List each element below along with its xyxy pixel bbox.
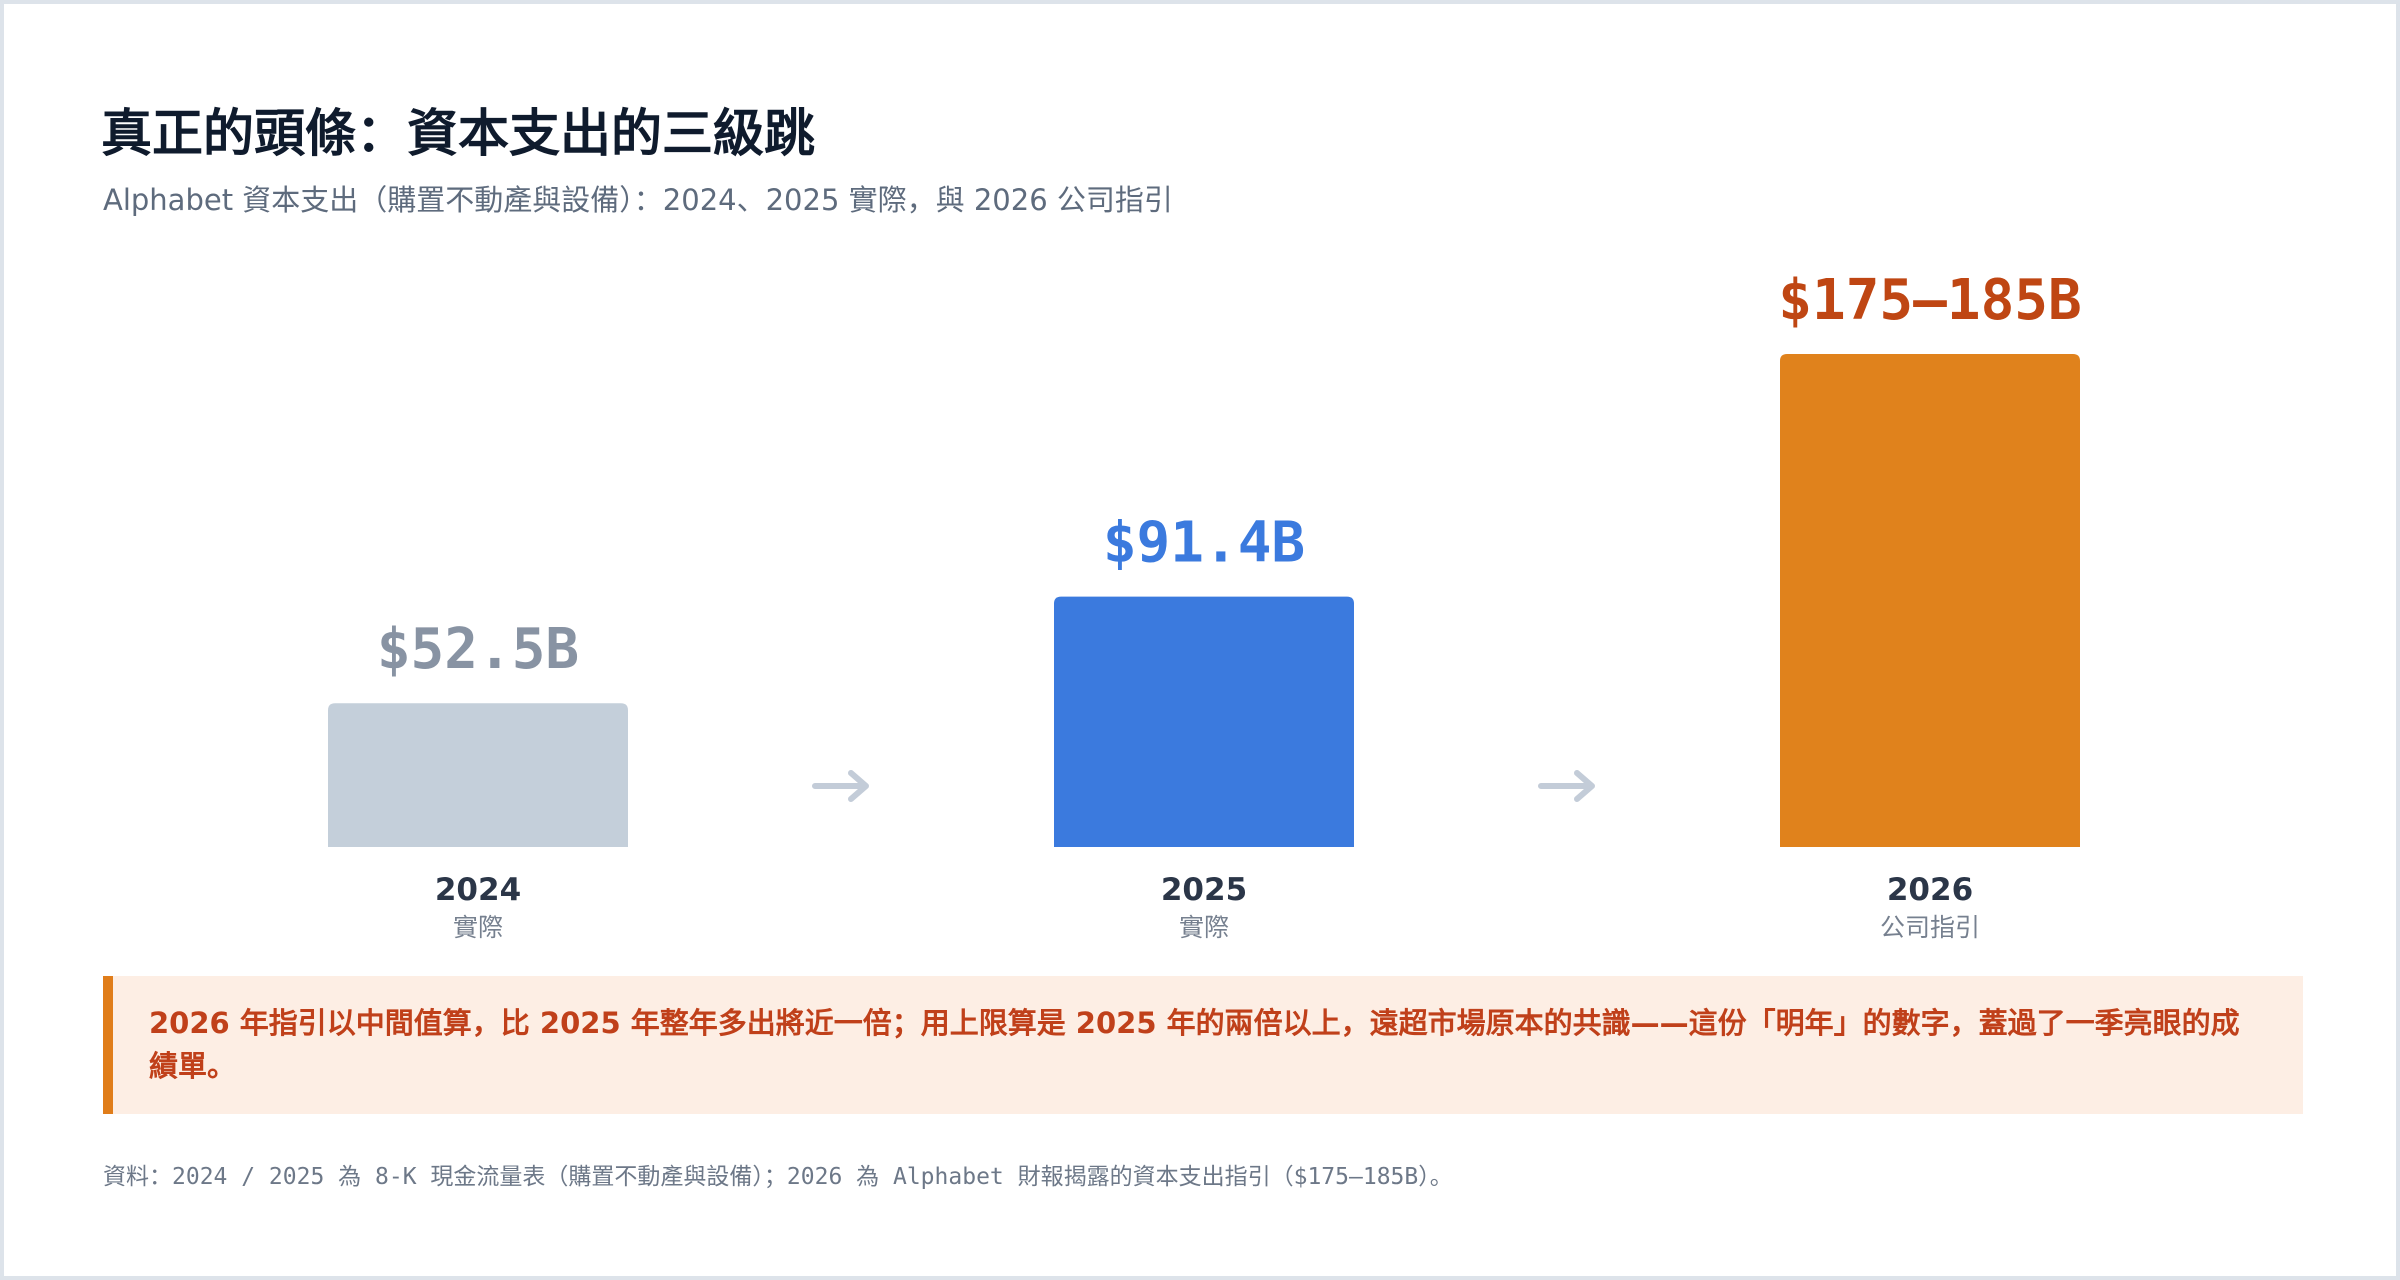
bar-2024 [328,703,628,847]
callout-text: 2026 年指引以中間值算，比 2025 年整年多出將近一倍；用上限算是 202… [149,1006,2240,1083]
callout-box: 2026 年指引以中間值算，比 2025 年整年多出將近一倍；用上限算是 202… [103,976,2303,1114]
source-footnote: 資料：2024 / 2025 為 8-K 現金流量表（購置不動產與設備）；202… [103,1164,1453,1190]
bar-2026 [1780,354,2080,847]
category-label: 2025 [1161,872,1247,908]
chart-subtitle: Alphabet 資本支出（購置不動產與設備）：2024、2025 實際，與 2… [103,183,1173,217]
arrow-right-icon [812,770,869,802]
arrow-right-icon [1538,770,1595,802]
category-sublabel: 實際 [1179,913,1229,942]
category-label: 2024 [435,872,521,908]
category-label: 2026 [1887,872,1973,908]
chart-title: 真正的頭條：資本支出的三級跳 [101,105,816,164]
bar-chart: $52.5B 2024 實際 $91.4B 2025 實際 $175–185B 2026 公司指… [328,268,2082,942]
bar-value-label: $91.4B [1103,511,1305,576]
bar-value-label: $52.5B [377,617,579,682]
bar-value-label: $175–185B [1778,268,2081,333]
category-sublabel: 公司指引 [1880,913,1980,942]
bar-2025 [1054,596,1354,847]
category-sublabel: 實際 [453,913,503,942]
